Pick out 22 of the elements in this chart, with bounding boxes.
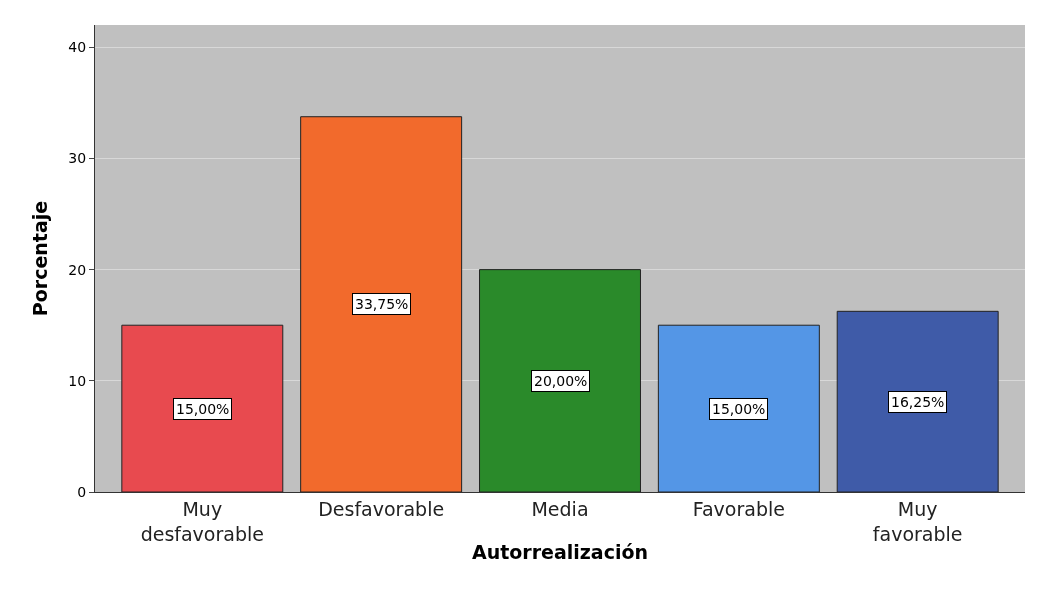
data-label: 33,75% xyxy=(355,296,409,312)
data-label: 20,00% xyxy=(534,373,588,389)
y-axis-title: Porcentaje xyxy=(29,200,51,317)
y-tick-label: 30 xyxy=(68,150,87,167)
y-tick-label: 0 xyxy=(77,483,87,500)
x-tick-label: Desfavorable xyxy=(318,497,445,520)
x-tick-label: Favorable xyxy=(692,497,785,520)
x-axis-title: Autorrealización xyxy=(471,541,649,563)
bar xyxy=(657,324,820,492)
x-tick-label: Media xyxy=(531,497,589,520)
bar xyxy=(836,310,999,492)
bar xyxy=(300,116,463,492)
data-label: 15,00% xyxy=(712,401,766,417)
y-tick-label: 10 xyxy=(68,372,87,389)
y-tick-label: 20 xyxy=(68,261,87,278)
y-tick-label: 40 xyxy=(68,39,87,56)
bar xyxy=(121,324,284,492)
data-label: 16,25% xyxy=(891,394,945,410)
bar xyxy=(479,269,641,492)
data-label: 15,00% xyxy=(176,401,230,417)
x-tick-label: Muy desfavorable xyxy=(140,497,264,545)
x-tick-label: Muy favorable xyxy=(872,497,963,545)
